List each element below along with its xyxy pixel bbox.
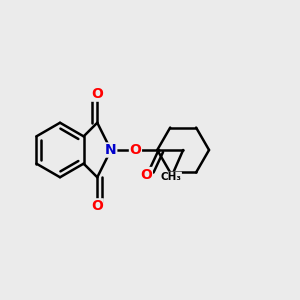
Text: N: N [105,143,117,157]
Text: O: O [130,143,141,157]
Text: O: O [140,167,152,182]
Text: O: O [91,87,103,101]
Text: CH₃: CH₃ [160,172,182,182]
Text: O: O [91,199,103,213]
